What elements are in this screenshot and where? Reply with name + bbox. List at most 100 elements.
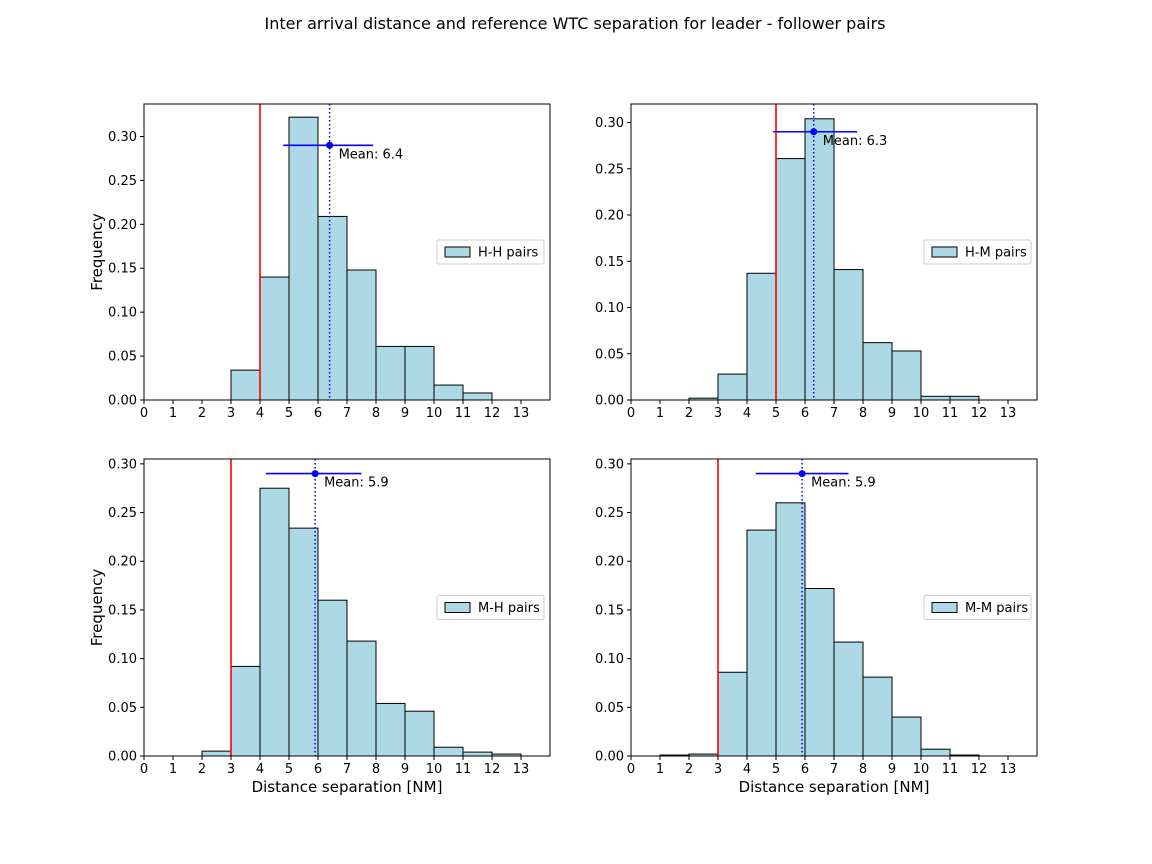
x-tick-label: 9 xyxy=(888,406,896,421)
legend-label: H-M pairs xyxy=(965,246,1027,261)
x-tick-label: 12 xyxy=(484,406,501,421)
x-tick-label: 8 xyxy=(372,762,380,777)
x-tick-label: 4 xyxy=(743,762,751,777)
x-tick-label: 5 xyxy=(772,406,780,421)
histogram-bar xyxy=(433,384,464,401)
x-tick-label: 3 xyxy=(227,762,235,777)
x-tick-label: 5 xyxy=(285,762,293,777)
x-axis-label: Distance separation [NM] xyxy=(252,778,443,796)
x-tick-label: 12 xyxy=(484,762,501,777)
y-tick-label: 0.30 xyxy=(595,457,624,472)
histogram-bar xyxy=(317,599,348,757)
y-tick-label: 0.20 xyxy=(108,218,137,233)
x-tick-label: 10 xyxy=(426,762,443,777)
y-tick-label: 0.25 xyxy=(108,506,137,521)
y-tick-label: 0.10 xyxy=(595,652,624,667)
y-tick-label: 0.15 xyxy=(108,603,137,618)
y-tick-label: 0.10 xyxy=(108,306,137,321)
y-axis-label: Frequency xyxy=(88,213,106,291)
histogram-bar xyxy=(862,342,893,401)
y-tick-label: 0.25 xyxy=(595,162,624,177)
x-tick-label: 12 xyxy=(971,762,988,777)
histogram-bar xyxy=(862,676,893,757)
x-axis-label: Distance separation [NM] xyxy=(739,778,930,796)
histogram-bar xyxy=(288,116,319,401)
histogram-bar xyxy=(404,345,435,401)
legend: H-H pairs xyxy=(436,239,545,265)
histogram-bar xyxy=(201,750,232,757)
x-tick-label: 2 xyxy=(685,762,693,777)
y-tick-label: 0.20 xyxy=(595,209,624,224)
legend-label: H-H pairs xyxy=(478,246,539,261)
subplot-4: Mean: 5.90 1 2 3 4 5 6 7 8 9 10 11 12 130.000.050.100… xyxy=(595,457,1038,796)
figure-title: Inter arrival distance and reference WTC… xyxy=(264,14,885,33)
x-tick-label: 10 xyxy=(913,406,930,421)
histogram-bar xyxy=(375,702,406,757)
histogram-bar xyxy=(462,751,493,757)
subplots: Mean: 6.40 1 2 3 4 5 6 7 8 9 10 11 12 130.000.050.100… xyxy=(88,103,1038,796)
x-tick-label: 11 xyxy=(942,406,959,421)
histogram-bar xyxy=(775,158,806,401)
histogram-bar xyxy=(717,671,748,757)
mean-point xyxy=(810,128,818,136)
x-tick-label: 7 xyxy=(343,762,351,777)
x-tick-label: 7 xyxy=(830,762,838,777)
x-tick-label: 3 xyxy=(227,406,235,421)
x-tick-label: 4 xyxy=(256,762,264,777)
x-tick-label: 2 xyxy=(685,406,693,421)
subplot-2: Mean: 6.30 1 2 3 4 5 6 7 8 9 10 11 12 130.000.050.100… xyxy=(595,103,1038,421)
histogram-bar xyxy=(288,527,319,757)
subplot-3: Mean: 5.90 1 2 3 4 5 6 7 8 9 10 11 12 130.000.050.100… xyxy=(88,457,551,796)
y-tick-label: 0.00 xyxy=(108,394,137,409)
legend-box xyxy=(923,595,1032,620)
histogram-bar xyxy=(920,748,951,757)
histogram-bar xyxy=(804,118,835,401)
histogram-bar xyxy=(404,710,435,757)
subplot-1: Mean: 6.40 1 2 3 4 5 6 7 8 9 10 11 12 130.000.050.100… xyxy=(88,103,551,421)
x-tick-label: 9 xyxy=(401,406,409,421)
x-tick-label: 6 xyxy=(314,406,322,421)
y-tick-label: 0.05 xyxy=(108,350,137,365)
histogram-bar xyxy=(346,269,377,401)
x-tick-label: 13 xyxy=(1000,762,1017,777)
x-tick-label: 11 xyxy=(455,406,472,421)
histogram-bar xyxy=(775,502,806,757)
mean-label: Mean: 5.9 xyxy=(811,476,876,491)
histogram-bar xyxy=(433,746,464,757)
histogram-bar xyxy=(317,215,348,401)
legend-box xyxy=(923,239,1032,265)
x-tick-label: 6 xyxy=(801,762,809,777)
mean-point xyxy=(326,141,334,149)
x-tick-label: 0 xyxy=(140,762,148,777)
legend-swatch xyxy=(931,246,958,258)
x-tick-label: 6 xyxy=(314,762,322,777)
x-tick-label: 4 xyxy=(256,406,264,421)
histogram-bar xyxy=(375,345,406,401)
x-tick-label: 5 xyxy=(772,762,780,777)
histogram-bar xyxy=(949,395,980,401)
x-tick-label: 8 xyxy=(859,406,867,421)
y-tick-label: 0.00 xyxy=(595,394,624,409)
histogram-bar xyxy=(804,588,835,757)
x-tick-label: 12 xyxy=(971,406,988,421)
x-tick-label: 8 xyxy=(372,406,380,421)
y-tick-label: 0.05 xyxy=(108,701,137,716)
x-tick-label: 11 xyxy=(942,762,959,777)
x-tick-label: 8 xyxy=(859,762,867,777)
y-tick-label: 0.15 xyxy=(595,255,624,270)
x-tick-label: 13 xyxy=(1000,406,1017,421)
x-tick-label: 10 xyxy=(426,406,443,421)
y-axis-label: Frequency xyxy=(88,569,106,647)
legend-label: M-H pairs xyxy=(478,601,540,616)
histogram-bar xyxy=(717,373,748,401)
x-tick-label: 1 xyxy=(169,406,177,421)
x-tick-label: 1 xyxy=(169,762,177,777)
y-tick-label: 0.05 xyxy=(595,701,624,716)
x-tick-label: 13 xyxy=(513,762,530,777)
x-tick-label: 0 xyxy=(627,406,635,421)
x-tick-label: 1 xyxy=(656,406,664,421)
y-tick-label: 0.10 xyxy=(595,301,624,316)
histogram-bar xyxy=(346,640,377,757)
x-tick-label: 9 xyxy=(888,762,896,777)
